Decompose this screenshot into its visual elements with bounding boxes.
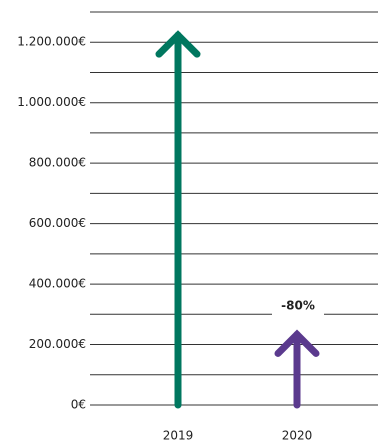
y-tick-label: 400.000€ xyxy=(29,277,86,291)
y-tick-label: 1.200.000€ xyxy=(17,35,86,49)
y-tick-label: 1.000.000€ xyxy=(17,95,86,109)
x-tick-label: 2020 xyxy=(282,429,313,443)
y-tick-label: 200.000€ xyxy=(29,337,86,351)
x-tick-label: 2019 xyxy=(163,429,194,443)
y-tick-label: 800.000€ xyxy=(29,156,86,170)
annotation-bg xyxy=(272,296,324,316)
annotation: -80% xyxy=(281,299,315,313)
y-tick-label: 600.000€ xyxy=(29,216,86,230)
arrow-head xyxy=(274,329,320,357)
arrow-head xyxy=(155,30,201,58)
y-tick-label: 0€ xyxy=(71,398,86,412)
